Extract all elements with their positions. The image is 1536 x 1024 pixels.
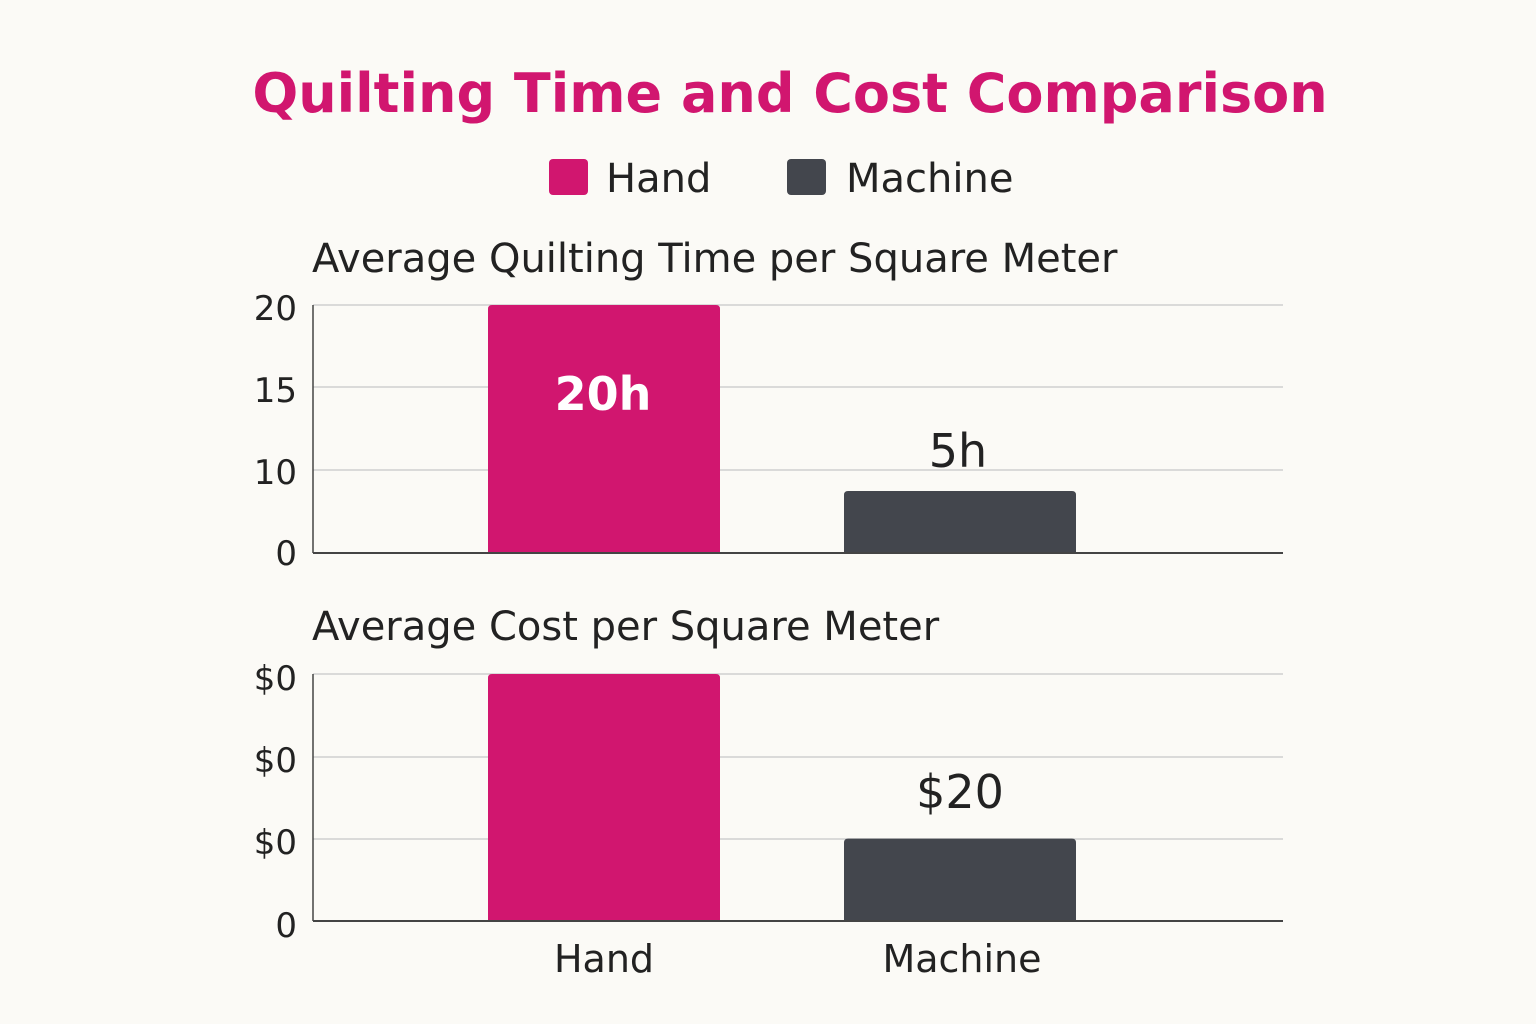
cost-bar-machine <box>844 838 1076 921</box>
legend-label-hand: Hand <box>606 156 711 202</box>
cost-bar-hand <box>488 674 720 921</box>
cost-y-tick-label: $0 <box>254 659 297 699</box>
time-y-tick-label: 15 <box>254 371 297 411</box>
time-y-tick-label: 0 <box>275 534 297 574</box>
time-bar-hand <box>488 305 720 553</box>
cost-y-tick-label: $0 <box>254 823 297 863</box>
legend-swatch-hand <box>549 159 588 195</box>
time-value-label-machine: 5h <box>929 424 987 478</box>
cost-chart-title: Average Cost per Square Meter <box>312 604 940 650</box>
time-y-tick-label: 20 <box>254 289 297 329</box>
chart-title: Quilting Time and Cost Comparison <box>252 62 1327 125</box>
time-chart-title: Average Quilting Time per Square Meter <box>312 236 1118 282</box>
cost-chart: 0 $0 $0 $0 $20 <box>254 659 1283 946</box>
cost-y-tick-label: $0 <box>254 741 297 781</box>
cost-y-tick-label: 0 <box>275 906 297 946</box>
legend: Hand Machine <box>549 156 1013 202</box>
cost-value-label-machine: $20 <box>916 765 1004 819</box>
time-chart: 0 10 15 20 20h 5h <box>254 289 1283 574</box>
legend-label-machine: Machine <box>846 156 1013 202</box>
x-tick-label-machine: Machine <box>882 937 1041 981</box>
x-tick-label-hand: Hand <box>554 937 654 981</box>
time-y-tick-label: 10 <box>254 453 297 493</box>
legend-swatch-machine <box>787 159 826 195</box>
time-bar-machine <box>844 491 1076 553</box>
time-value-label-hand: 20h <box>555 367 652 421</box>
